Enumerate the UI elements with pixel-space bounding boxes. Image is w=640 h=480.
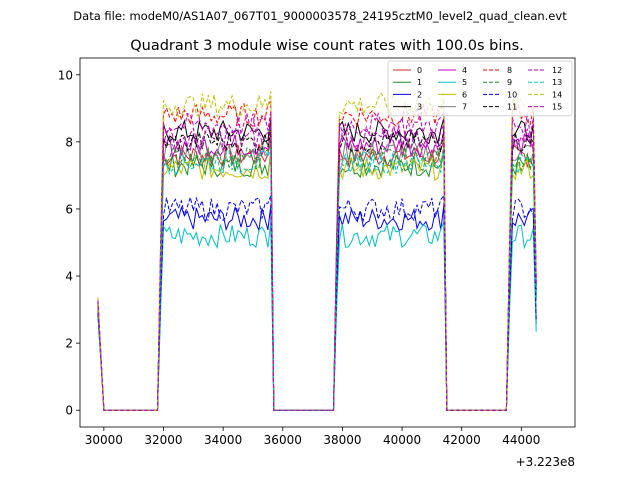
x-tick-label: 34000	[204, 433, 242, 447]
legend-label-1: 1	[417, 78, 422, 87]
x-tick-label: 36000	[264, 433, 302, 447]
legend-box	[387, 60, 573, 117]
x-tick-label: 32000	[144, 433, 182, 447]
legend-label-7: 7	[462, 103, 467, 112]
legend-label-15: 15	[552, 103, 562, 112]
legend-label-6: 6	[462, 90, 467, 99]
x-tick-label: 40000	[383, 433, 421, 447]
legend-label-3: 3	[417, 103, 422, 112]
legend-label-5: 5	[462, 78, 467, 87]
y-tick-label: 8	[65, 135, 73, 149]
legend-label-8: 8	[507, 66, 512, 75]
legend-label-12: 12	[552, 66, 562, 75]
legend-label-2: 2	[417, 90, 422, 99]
legend-label-9: 9	[507, 78, 512, 87]
x-tick-label: 38000	[323, 433, 361, 447]
x-axis: 30000 32000 34000 36000 38000 40000 42000 44000	[85, 427, 540, 447]
legend-label-13: 13	[552, 78, 562, 87]
plot-lines	[97, 91, 537, 411]
legend-label-10: 10	[507, 90, 517, 99]
chart-title: Quadrant 3 module wise count rates with …	[130, 38, 524, 54]
series-line-15	[97, 109, 537, 411]
x-tick-label: 42000	[443, 433, 481, 447]
legend-label-0: 0	[417, 66, 422, 75]
axes-frame	[79, 57, 576, 428]
legend-label-11: 11	[507, 103, 517, 112]
y-tick-label: 6	[65, 202, 73, 216]
y-tick-label: 0	[65, 404, 73, 418]
y-axis: 0 2 4 6 8 10	[58, 68, 80, 418]
x-tick-label: 44000	[502, 433, 540, 447]
y-tick-label: 4	[65, 270, 73, 284]
y-tick-label: 2	[65, 337, 73, 351]
legend-label-14: 14	[552, 90, 562, 99]
x-tick-label: 30000	[85, 433, 123, 447]
y-tick-label: 10	[58, 68, 73, 82]
figure-suptitle: Data file: modeM0/AS1A07_067T01_90000035…	[73, 9, 567, 23]
legend-label-4: 4	[462, 66, 467, 75]
x-axis-offset-label: +3.223e8	[516, 455, 575, 469]
